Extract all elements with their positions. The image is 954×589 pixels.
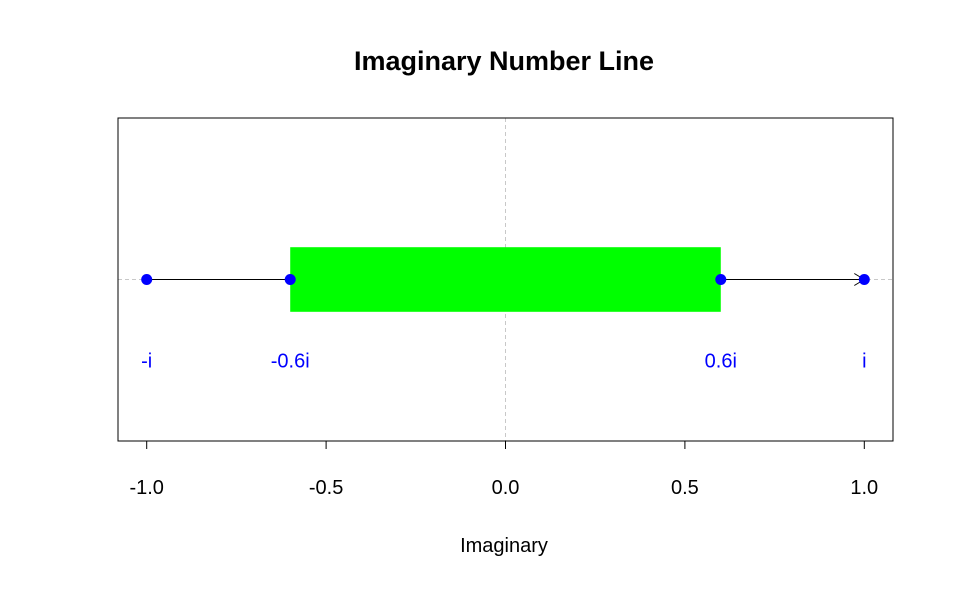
x-tick-label-2: -0.5 (309, 477, 343, 499)
x-axis-title: Imaginary (460, 535, 548, 557)
data-point-3 (715, 274, 727, 285)
point-label-2: -0.6i (271, 350, 310, 372)
data-point-2 (284, 274, 296, 285)
chart-title: Imaginary Number Line (354, 46, 654, 76)
point-label-1: -i (141, 350, 152, 372)
plot-area: -i -0.6i 0.6i i -1.0 -0.5 0.0 0.5 1.0 (117, 117, 894, 499)
point-label-3: 0.6i (705, 350, 737, 372)
data-point-1 (141, 274, 153, 285)
x-tick-label-4: 0.5 (671, 477, 699, 499)
x-tick-label-3: 0.0 (492, 477, 520, 499)
point-label-4: i (862, 350, 866, 372)
green-band (290, 247, 721, 312)
data-point-4 (858, 274, 870, 285)
x-tick-label-1: -1.0 (129, 477, 163, 499)
x-tick-label-5: 1.0 (850, 477, 878, 499)
